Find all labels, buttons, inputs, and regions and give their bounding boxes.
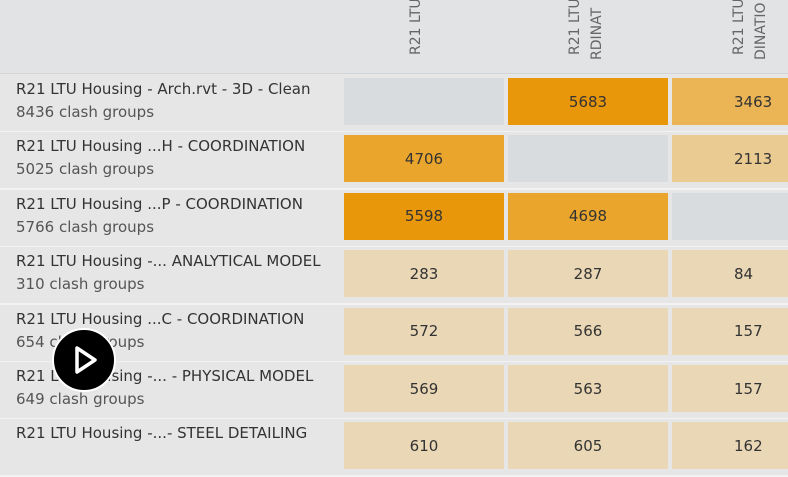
matrix-cell[interactable]: 157 [672, 365, 788, 412]
column-header-label: DINATIO [753, 2, 769, 60]
table-row[interactable]: R21 LTU Housing -... - PHYSICAL MODEL 649… [0, 362, 788, 420]
clash-group-count: 5766 clash groups [16, 217, 155, 236]
column-header[interactable]: R21 LTU DINATIO [672, 0, 788, 73]
matrix-cell[interactable] [344, 78, 504, 125]
matrix-cell[interactable]: 5598 [344, 192, 504, 240]
row-title: R21 LTU Housing -... ANALYTICAL MODEL [16, 252, 321, 271]
matrix-cell[interactable]: 287 [508, 250, 668, 298]
clash-group-count: 8436 clash groups [16, 103, 155, 121]
matrix-cell[interactable]: 572 [344, 307, 504, 355]
clash-group-count: 310 clash groups [16, 275, 145, 294]
matrix-header: R21 LTU R21 LTU... RDINAT R21 LTU DINATI… [0, 0, 788, 74]
matrix-cell[interactable]: 569 [344, 365, 504, 412]
column-header-label: R21 LTU [731, 0, 747, 55]
row-title: R21 LTU Housing ...P - COORDINATION [16, 194, 303, 213]
matrix-cell[interactable]: 2113 [672, 135, 788, 183]
row-title: R21 LTU Housing - Arch.rvt - 3D - Clean [16, 80, 311, 98]
matrix-cell[interactable]: 5683 [508, 78, 668, 125]
column-header-label: R21 LTU... [567, 0, 583, 55]
row-title: R21 LTU Housing ...C - COORDINATION [16, 309, 305, 328]
matrix-cell[interactable]: 605 [508, 422, 668, 470]
clash-group-count: 649 clash groups [16, 390, 145, 408]
table-row[interactable]: R21 LTU Housing - Arch.rvt - 3D - Clean 8… [0, 75, 788, 133]
table-row[interactable]: R21 LTU Housing ...H - COORDINATION 5025 … [0, 132, 788, 191]
column-header[interactable]: R21 LTU... RDINAT [508, 0, 668, 73]
column-header[interactable]: R21 LTU [344, 0, 504, 73]
clash-group-count: 5025 clash groups [16, 160, 155, 179]
matrix-cell[interactable]: 157 [672, 307, 788, 355]
row-title: R21 LTU Housing ...H - COORDINATION [16, 137, 306, 156]
matrix-cell[interactable]: 610 [344, 422, 504, 470]
matrix-cell[interactable]: 4706 [344, 135, 504, 183]
matrix-cell[interactable]: 162 [672, 422, 788, 470]
matrix-cell[interactable]: 283 [344, 250, 504, 298]
matrix-cell[interactable]: 563 [508, 365, 668, 412]
play-button[interactable] [52, 328, 116, 392]
matrix-cell[interactable]: 84 [672, 250, 788, 298]
matrix-cell[interactable] [508, 135, 668, 183]
matrix-cell[interactable] [672, 192, 788, 240]
matrix-cell[interactable]: 4698 [508, 192, 668, 240]
table-row[interactable]: R21 LTU Housing -... ANALYTICAL MODEL 310… [0, 247, 788, 306]
column-header-label: R21 LTU [408, 0, 424, 55]
matrix-cell[interactable]: 3463 [672, 78, 788, 125]
table-row[interactable]: R21 LTU Housing -...- STEEL DETAILING 610… [0, 419, 788, 477]
column-header-label: RDINAT [589, 7, 605, 60]
matrix-cell[interactable]: 566 [508, 307, 668, 355]
row-title: R21 LTU Housing -...- STEEL DETAILING [16, 424, 308, 443]
play-icon [75, 346, 97, 374]
table-row[interactable]: R21 LTU Housing ...P - COORDINATION 5766 … [0, 189, 788, 248]
